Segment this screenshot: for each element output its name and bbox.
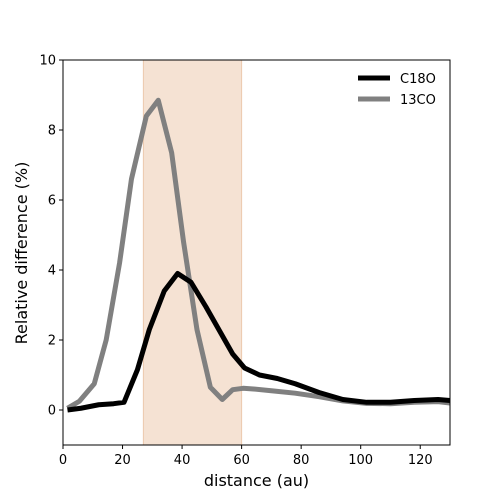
y-tick-label: 4 [48,264,56,279]
axes: distance (au) Relative difference (%) 0 2… [12,54,451,490]
x-tick-label: 100 [348,453,373,468]
y-tick-label: 2 [48,334,56,349]
x-tick-label: 120 [408,453,433,468]
legend-label-13co: 13CO [400,93,436,108]
x-tick-label: 0 [59,453,67,468]
y-tick-label: 0 [48,404,56,419]
x-tick-label: 20 [114,453,131,468]
y-axis-label: Relative difference (%) [12,162,31,345]
plot-area [66,59,450,446]
x-tick-label: 40 [174,453,191,468]
shaded-region [142,59,243,446]
x-tick-label: 80 [293,453,310,468]
y-tick-label: 6 [48,194,56,209]
y-tick-label: 10 [39,54,56,69]
x-axis-label: distance (au) [204,471,309,490]
series-line-c18o [67,271,450,413]
axes-frame [62,59,451,446]
legend-label-c18o: C18O [400,72,436,87]
y-tick-label: 8 [48,124,56,139]
legend: C18O 13CO [358,72,436,108]
series-line-13co [66,97,450,411]
x-tick-label: 60 [233,453,250,468]
